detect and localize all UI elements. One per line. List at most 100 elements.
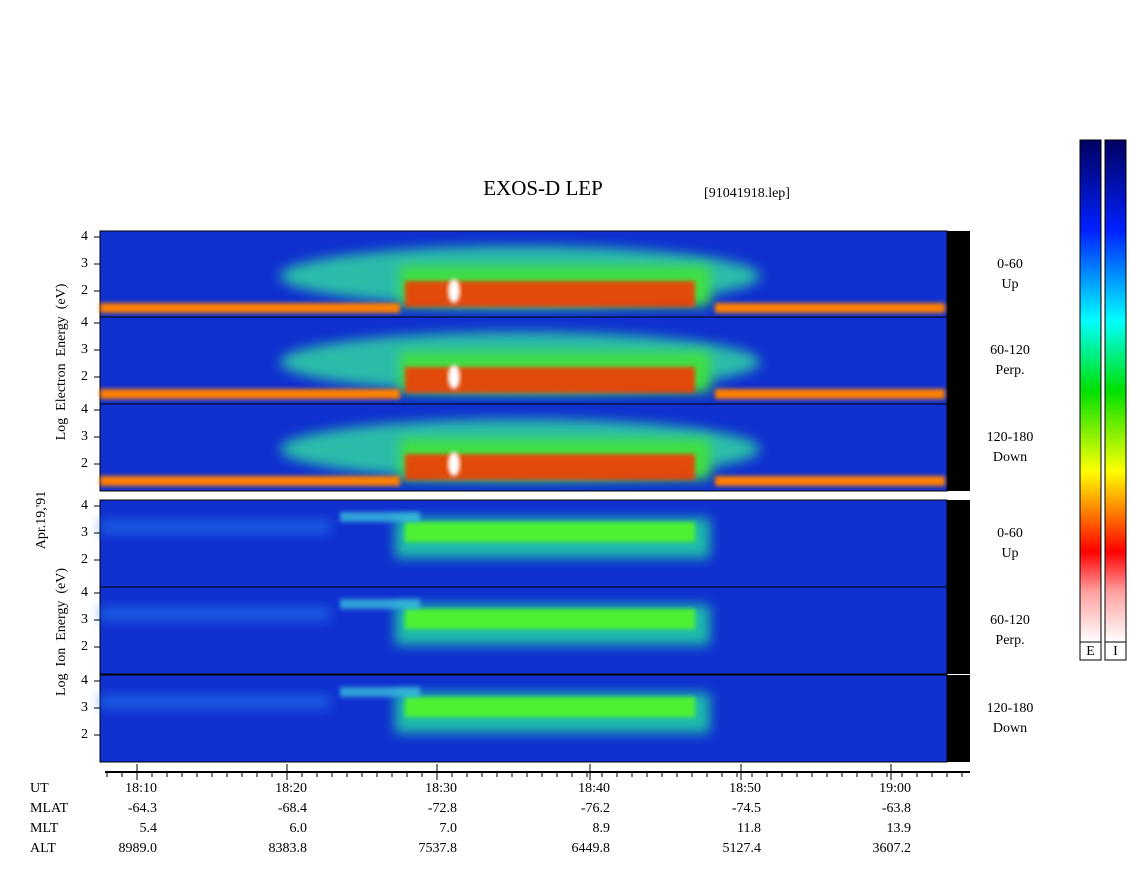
flux-peak <box>448 279 460 303</box>
spectrogram-features <box>100 332 945 399</box>
panel-label: 60-120 <box>990 343 1030 358</box>
flux-band <box>100 389 400 399</box>
flux-band <box>715 389 945 399</box>
row-value: -74.5 <box>732 801 761 816</box>
flux-band <box>100 695 330 709</box>
row-value: 5127.4 <box>723 841 762 856</box>
panel-sublabel: Perp. <box>995 363 1024 378</box>
flux-region <box>405 697 695 717</box>
panel-label: 60-120 <box>990 613 1030 628</box>
flux-band <box>340 687 420 697</box>
row-name: UT <box>30 781 49 796</box>
y-tick-label: 3 <box>81 612 88 627</box>
row-value: 6.0 <box>290 821 308 836</box>
flux-region <box>405 609 695 629</box>
y-tick-label: 3 <box>81 525 88 540</box>
ion-y-label: Log Ion Energy (eV) <box>54 568 69 696</box>
panel-label: 120-180 <box>987 701 1034 716</box>
data-gap <box>947 675 970 762</box>
panel-sublabel: Down <box>993 721 1027 736</box>
spectrogram-panel <box>99 586 948 675</box>
data-gap <box>947 231 970 318</box>
title: EXOS-D LEP <box>483 176 603 200</box>
row-value: 18:30 <box>425 781 457 796</box>
date: Apr.19,'91 <box>34 491 49 550</box>
y-tick-label: 2 <box>81 552 88 567</box>
row-name: MLAT <box>30 801 69 816</box>
panel-sublabel: Perp. <box>995 633 1024 648</box>
flux-band <box>340 599 420 609</box>
color-bar <box>1104 139 1127 643</box>
row-value: 13.9 <box>887 821 912 836</box>
row-value: 5.4 <box>140 821 158 836</box>
file-name: [91041918.lep] <box>704 186 790 201</box>
row-value: -63.8 <box>882 801 911 816</box>
y-tick-label: 3 <box>81 700 88 715</box>
row-value: 7.0 <box>440 821 458 836</box>
y-tick-label: 3 <box>81 342 88 357</box>
panel-sublabel: Down <box>993 450 1027 465</box>
y-tick-label: 4 <box>81 229 88 244</box>
flux-region <box>405 522 695 542</box>
flux-band <box>100 476 400 486</box>
row-value: -72.8 <box>428 801 457 816</box>
color-bar-box <box>1104 641 1127 661</box>
y-tick-label: 2 <box>81 456 88 471</box>
color-bar <box>1079 139 1102 643</box>
row-value: 19:00 <box>879 781 911 796</box>
row-value: 8989.0 <box>119 841 158 856</box>
row-value: 18:20 <box>275 781 307 796</box>
spectrogram-features <box>100 599 710 645</box>
panel-label: 120-180 <box>987 430 1034 445</box>
y-tick-label: 4 <box>81 402 88 417</box>
y-tick-label: 2 <box>81 283 88 298</box>
flux-band <box>715 476 945 486</box>
row-value: 18:40 <box>578 781 610 796</box>
row-value: 8383.8 <box>269 841 308 856</box>
color-bar-label: E <box>1086 644 1095 659</box>
data-gap <box>947 404 970 491</box>
flux-band <box>100 303 400 313</box>
row-name: MLT <box>30 821 59 836</box>
spectrogram-features <box>100 687 710 733</box>
y-tick-label: 4 <box>81 315 88 330</box>
row-value: 18:10 <box>125 781 157 796</box>
flux-band <box>340 512 420 522</box>
row-value: 8.9 <box>593 821 611 836</box>
panel-label: 0-60 <box>997 257 1023 272</box>
y-tick-label: 4 <box>81 585 88 600</box>
spectrogram-features <box>100 512 710 558</box>
row-value: -64.3 <box>128 801 157 816</box>
flux-peak <box>448 365 460 389</box>
color-bar-box <box>1079 641 1102 661</box>
data-gap <box>947 500 970 587</box>
row-value: 18:50 <box>729 781 761 796</box>
flux-band <box>715 303 945 313</box>
row-name: ALT <box>30 841 56 856</box>
spectrogram-features <box>100 246 945 313</box>
row-value: -76.2 <box>581 801 610 816</box>
row-value: 6449.8 <box>572 841 611 856</box>
panel-sublabel: Up <box>1001 546 1018 561</box>
data-gap <box>947 317 970 404</box>
data-gap <box>947 587 970 674</box>
electron-y-label: Log Electron Energy (eV) <box>54 283 69 440</box>
row-value: 3607.2 <box>873 841 912 856</box>
y-tick-label: 2 <box>81 727 88 742</box>
y-tick-label: 4 <box>81 673 88 688</box>
y-tick-label: 4 <box>81 498 88 513</box>
panel-sublabel: Up <box>1001 277 1018 292</box>
spectrogram-features <box>100 419 945 486</box>
y-tick-label: 3 <box>81 256 88 271</box>
row-value: -68.4 <box>278 801 307 816</box>
color-bar-label: I <box>1113 644 1118 659</box>
panel-label: 0-60 <box>997 526 1023 541</box>
y-tick-label: 2 <box>81 639 88 654</box>
flux-band <box>100 607 330 621</box>
y-tick-label: 2 <box>81 369 88 384</box>
row-value: 11.8 <box>737 821 761 836</box>
flux-peak <box>448 452 460 476</box>
y-tick-label: 3 <box>81 429 88 444</box>
row-value: 7537.8 <box>419 841 458 856</box>
